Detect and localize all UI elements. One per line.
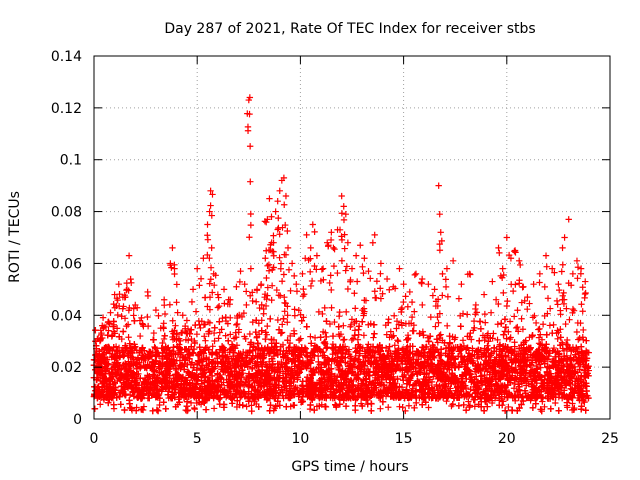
data-point: [307, 365, 314, 372]
grid-lines: [94, 56, 610, 419]
data-point: [248, 402, 255, 409]
data-points: [90, 94, 592, 415]
data-point: [552, 399, 559, 407]
data-point: [243, 403, 250, 410]
data-point: [172, 322, 179, 329]
data-point: [278, 329, 286, 336]
data-point: [494, 336, 501, 344]
data-point: [202, 337, 209, 344]
data-point: [554, 335, 561, 342]
data-point: [307, 333, 314, 340]
data-point: [572, 369, 579, 376]
data-point: [562, 320, 569, 328]
data-point: [447, 385, 454, 392]
data-point: [209, 343, 216, 350]
data-point: [585, 349, 592, 356]
data-point: [294, 376, 301, 383]
data-point: [197, 324, 204, 332]
data-point: [537, 341, 544, 348]
data-point: [541, 403, 548, 411]
data-point: [187, 399, 195, 407]
data-point: [535, 334, 543, 341]
data-point: [337, 331, 345, 338]
data-point: [537, 331, 544, 338]
data-point: [488, 399, 496, 407]
data-point: [258, 383, 265, 391]
data-point: [201, 333, 208, 340]
data-point: [97, 401, 104, 408]
data-point: [258, 317, 265, 324]
data-point: [433, 381, 440, 389]
data-point: [569, 400, 576, 407]
data-point: [469, 345, 476, 352]
data-point: [218, 326, 225, 333]
data-point: [467, 386, 474, 393]
data-point: [191, 404, 198, 412]
data-point: [391, 342, 399, 349]
data-point: [216, 329, 223, 336]
data-point: [210, 405, 218, 412]
data-point: [387, 328, 394, 335]
data-point: [546, 322, 554, 329]
data-point: [377, 405, 384, 412]
data-point: [485, 338, 492, 345]
data-point: [156, 401, 163, 409]
data-point: [432, 323, 439, 330]
data-point: [159, 339, 166, 347]
data-point: [399, 404, 406, 411]
data-point: [402, 407, 409, 415]
data-point: [470, 387, 478, 394]
data-point: [151, 343, 158, 351]
data-point: [99, 314, 107, 321]
data-point: [537, 364, 544, 371]
data-point: [274, 375, 282, 383]
data-point: [264, 322, 271, 330]
data-point: [393, 325, 400, 332]
data-point: [459, 358, 466, 365]
data-point: [348, 336, 356, 344]
data-point: [535, 340, 543, 347]
data-point: [465, 398, 472, 405]
data-point: [395, 338, 402, 345]
data-point: [539, 321, 547, 328]
data-point: [234, 320, 241, 328]
data-point: [505, 403, 512, 411]
data-point: [405, 402, 413, 409]
data-point: [320, 339, 328, 347]
data-point: [510, 385, 518, 392]
data-point: [385, 404, 392, 411]
data-point: [360, 332, 368, 339]
data-point: [536, 361, 544, 368]
data-point: [423, 343, 430, 350]
data-point: [434, 339, 441, 346]
data-point: [425, 404, 432, 411]
data-point: [248, 365, 256, 373]
